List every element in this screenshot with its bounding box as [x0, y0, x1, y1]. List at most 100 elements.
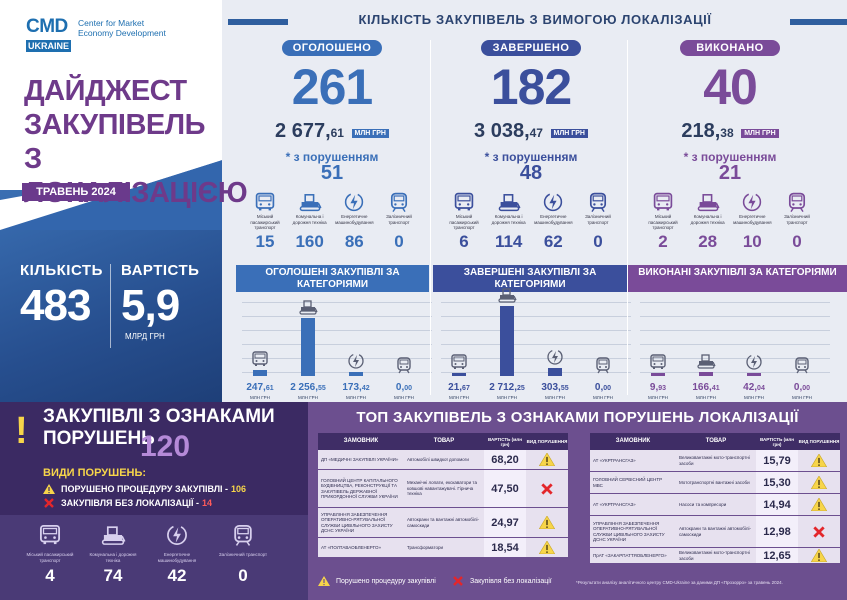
bar-value-dec: 42 — [361, 385, 370, 392]
bar-value-int: 9, — [649, 382, 659, 393]
bar-value-int: 173, — [342, 382, 362, 393]
header-customer: ЗАМОВНИК — [343, 438, 379, 444]
row-violation-type — [798, 548, 840, 563]
warning-icon — [539, 516, 555, 529]
bar-value: 21,67 — [437, 382, 481, 393]
violations-total: 120 — [140, 430, 191, 463]
bar-unit: МЛН ГРН — [696, 395, 716, 400]
row-violation-type — [526, 470, 568, 507]
column-violations-value: 51 — [320, 162, 344, 184]
bar-unit: МЛН ГРН — [593, 395, 613, 400]
column-amount: 2 677,61 МЛН ГРН — [232, 120, 432, 143]
header-bar-right — [790, 19, 847, 25]
train-icon — [776, 190, 818, 214]
energy-icon — [731, 190, 773, 214]
energy-icon — [333, 190, 375, 214]
violation-category-value: 42 — [167, 566, 187, 585]
bar-value: 173,42 — [334, 382, 378, 393]
bar-unit: МЛН ГРН — [346, 395, 366, 400]
header-price: ВАРТІСТЬ (млн грн) — [488, 436, 522, 447]
grid-line — [441, 344, 631, 345]
category-value: 2 — [658, 232, 668, 251]
bar-unit: МЛН ГРН — [449, 395, 469, 400]
legend-localization: Закупівля без локалізації — [452, 576, 552, 586]
row-product: Механічні лопати, екскаватори та ковшові… — [404, 470, 484, 507]
warning-icon — [811, 498, 827, 511]
category-item: Комунальна і дорожня техніка 160 — [289, 190, 331, 252]
bus-icon — [244, 190, 286, 214]
row-violation-type — [798, 450, 840, 471]
tractor-icon — [297, 298, 319, 316]
train-icon — [577, 190, 619, 214]
row-customer: АТ «УКРТРАНСГАЗ» — [590, 450, 676, 471]
month-badge: ТРАВЕНЬ 2024 — [22, 183, 130, 201]
bar-unit: МЛН ГРН — [298, 395, 318, 400]
bar-value-int: 0, — [395, 382, 405, 393]
bar-unit: МЛН ГРН — [792, 395, 812, 400]
column-count: 182 — [490, 59, 572, 115]
row-price: 12,65 — [756, 548, 798, 563]
row-customer: УПРАВЛІННЯ ЗАБЕЗПЕЧЕННЯ ОПЕРАТИВНО-РЯТУВ… — [318, 508, 404, 537]
exclamation-icon: ! — [15, 410, 28, 452]
bar-value-dec: 55 — [560, 385, 569, 392]
bar-value-dec: 00 — [802, 385, 811, 392]
bar-value-dec: 67 — [462, 385, 470, 392]
warning-icon — [539, 453, 555, 466]
row-price: 14,94 — [756, 494, 798, 515]
column-violations-value: 48 — [519, 162, 543, 184]
table-header: ЗАМОВНИК ТОВАР ВАРТІСТЬ (млн грн) ВИД ПО… — [318, 433, 568, 450]
main-title: КІЛЬКІСТЬ ЗАКУПІВЕЛЬ З ВИМОГОЮ ЛОКАЛІЗАЦ… — [358, 12, 712, 27]
category-bar-chart: 9,93 МЛН ГРН 166,41 МЛН ГРН 42,04 МЛН ГРН 0… — [640, 296, 830, 400]
column-categories: Міський пасажирський транспорт 6 Комунал… — [443, 190, 619, 252]
column-amount-dec: 38 — [720, 126, 734, 140]
row-customer: ДП «МЕДИЧНІ ЗАКУПІВЛІ УКРАЇНИ» — [318, 450, 404, 469]
bar — [747, 373, 761, 376]
category-item: Міський пасажирський транспорт 15 — [244, 190, 286, 252]
row-violation-type — [798, 516, 840, 547]
train-icon — [791, 356, 813, 374]
logo-ukraine: UKRAINE — [26, 40, 72, 52]
column-violations-label: * з порушенням — [683, 150, 777, 164]
category-item: Залізничний транспорт 0 — [776, 190, 818, 252]
kpi-value: ВАРТІСТЬ 5,9 МЛРД ГРН — [121, 262, 199, 341]
bar-unit: МЛН ГРН — [545, 395, 565, 400]
header-customer: ЗАМОВНИК — [615, 438, 651, 444]
category-banner: ЗАВЕРШЕНІ ЗАКУПІВЛІ ЗА КАТЕГОРІЯМИ — [433, 265, 627, 292]
bar-value-int: 303, — [541, 382, 561, 393]
grid-line — [242, 344, 432, 345]
bus-icon — [20, 523, 80, 552]
bar-value-int: 166, — [692, 382, 712, 393]
bar-value: 247,61 — [238, 382, 282, 393]
column-divider — [627, 40, 628, 395]
footnote: *Результати аналізу аналітичного центру … — [576, 580, 783, 585]
bar-value-int: 42, — [743, 382, 758, 393]
grid-line — [242, 330, 432, 331]
warning-icon — [539, 541, 555, 554]
violation-type1-value: 106 — [231, 484, 247, 494]
bar-value-int: 0, — [793, 382, 803, 393]
bar-unit: МЛН ГРН — [250, 395, 270, 400]
row-price: 15,79 — [756, 450, 798, 471]
warning-icon — [318, 576, 330, 586]
kpi-value-number: 5,9 — [121, 281, 180, 330]
violation-category-label: Залізничний транспорт — [218, 552, 268, 557]
bar-unit: МЛН ГРН — [648, 395, 668, 400]
warning-icon — [811, 454, 827, 467]
bar-unit: МЛН ГРН — [744, 395, 764, 400]
bar-value-dec: 25 — [517, 385, 525, 392]
grid-line — [242, 372, 432, 373]
kpi-count-label: КІЛЬКІСТЬ — [20, 262, 103, 279]
logo-cmd: CMD — [26, 16, 68, 37]
bar-value-dec: 00 — [603, 385, 612, 392]
warning-icon — [811, 476, 827, 489]
category-label: Залізничний транспорт — [585, 214, 611, 225]
category-label: Залізничний транспорт — [386, 214, 412, 225]
category-label: Міський пасажирський транспорт — [449, 214, 479, 230]
bar-value-int: 21, — [448, 382, 463, 393]
legend-localization-label: Закупівля без локалізації — [470, 577, 552, 585]
cross-icon — [44, 498, 54, 508]
category-value: 10 — [742, 232, 762, 251]
bar-value-dec: 61 — [265, 385, 274, 392]
column-amount-unit: МЛН ГРН — [741, 129, 779, 138]
column-categories: Міський пасажирський транспорт 15 Комуна… — [244, 190, 420, 252]
